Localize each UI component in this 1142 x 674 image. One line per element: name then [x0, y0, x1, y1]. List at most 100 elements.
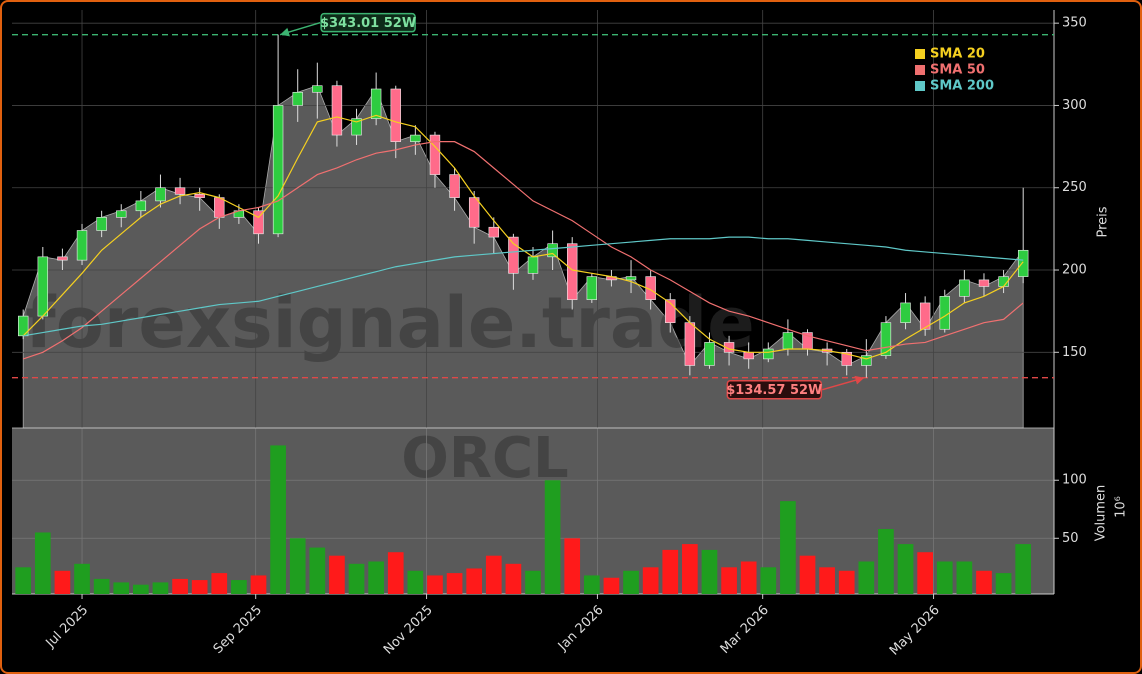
volume-bar	[936, 561, 953, 594]
sma-line	[22, 114, 1024, 360]
candle-body	[665, 299, 676, 323]
x-tick-label: Jul 2025	[43, 603, 92, 652]
candle-body	[370, 88, 382, 119]
legend-label: SMA 50	[930, 63, 985, 78]
candle-body	[272, 105, 284, 235]
annotation-label: $343.01 52W	[320, 16, 416, 31]
candle-body	[488, 226, 499, 238]
volume-bar	[387, 552, 404, 594]
candle-body	[194, 194, 205, 198]
legend-label: SMA 20	[930, 47, 985, 62]
candle-body	[468, 197, 480, 228]
volume-bar	[721, 567, 737, 594]
volume-bar	[309, 547, 326, 594]
candle-body	[959, 279, 970, 297]
volume-bar	[956, 561, 973, 594]
volume-bar	[976, 570, 992, 594]
volume-bar	[485, 555, 502, 594]
candle-body	[586, 276, 598, 300]
candle-body	[214, 197, 225, 218]
volume-bar	[682, 544, 698, 594]
candle-body	[625, 276, 637, 281]
volume-bar	[427, 575, 443, 594]
volume-bar	[878, 528, 894, 594]
volume-bar	[799, 555, 816, 594]
x-tick-label: Jan 2026	[555, 603, 607, 655]
y-tick-label: 250	[1062, 180, 1087, 195]
volume-bar	[133, 584, 149, 594]
volume-bar	[564, 538, 581, 594]
sma-line	[23, 236, 1024, 337]
volume-bar	[34, 532, 51, 594]
candle-body	[547, 243, 558, 258]
volume-bar	[819, 567, 835, 594]
volume-bar	[780, 501, 796, 594]
candle-body	[841, 351, 852, 366]
annotation-arrow	[822, 375, 865, 391]
annotation-label: $134.57 52W	[726, 383, 822, 398]
candle-body	[1017, 249, 1029, 277]
candle-body	[782, 332, 794, 350]
y-tick-label: 200	[1062, 263, 1087, 278]
volume-bar	[93, 578, 110, 594]
volume-bar	[525, 570, 541, 594]
y-tick-label: 150	[1062, 345, 1087, 360]
candle-body	[76, 230, 88, 261]
candle-body	[449, 174, 460, 198]
volume-bar	[740, 561, 757, 594]
volume-bar	[446, 573, 463, 594]
volume-bar	[544, 480, 561, 594]
y-tick-label: 350	[1062, 16, 1087, 31]
x-tick-label: Nov 2025	[381, 603, 436, 658]
candle-body	[527, 256, 539, 274]
candle-body	[508, 236, 519, 274]
candle-body	[978, 279, 990, 287]
volume-bar	[368, 561, 384, 594]
candle-body	[919, 302, 931, 330]
annotation-arrow	[279, 21, 321, 37]
volume-bar	[583, 575, 600, 594]
volume-bar	[760, 567, 777, 594]
volume-bar	[172, 578, 188, 594]
volume-bar	[250, 575, 267, 594]
candle-body	[763, 348, 774, 360]
candle-body	[351, 118, 362, 136]
legend-swatch	[915, 65, 925, 75]
volume-bar	[505, 563, 522, 594]
legend-label: SMA 200	[930, 79, 994, 94]
volume-bar	[74, 563, 90, 594]
volume-bar	[54, 570, 71, 594]
candle-body	[37, 256, 49, 317]
x-tick-label: Mar 2026	[718, 603, 772, 657]
volume-bar	[211, 573, 228, 594]
candle-body	[174, 187, 186, 195]
candle-body	[390, 88, 401, 142]
sma-line	[23, 141, 1024, 360]
volume-bar	[623, 570, 639, 594]
candle-body	[704, 342, 715, 366]
candle-body	[900, 302, 911, 323]
candle-body	[292, 91, 303, 106]
watermark: forexsignale.trade	[25, 282, 754, 364]
volume-bar	[858, 561, 875, 594]
y-axis-label: Preis	[1096, 206, 1111, 237]
y-tick-label: 300	[1062, 98, 1087, 113]
y-axis-unit: 10⁶	[1114, 496, 1129, 518]
price-area	[22, 85, 1024, 429]
volume-bar	[838, 570, 855, 594]
candle-body	[723, 342, 735, 353]
volume-bar	[1015, 544, 1032, 594]
candle-body	[743, 351, 754, 360]
volume-bar	[897, 544, 914, 594]
candle-body	[312, 85, 323, 93]
annotation-box	[320, 12, 416, 33]
candle-body	[410, 134, 421, 142]
candle-body	[96, 217, 107, 231]
candle-body	[861, 355, 872, 366]
volume-bar	[113, 582, 130, 594]
candle-body	[939, 296, 950, 330]
candle-body	[684, 322, 696, 366]
legend-swatch	[915, 49, 925, 59]
x-tick-label: May 2026	[887, 603, 943, 659]
